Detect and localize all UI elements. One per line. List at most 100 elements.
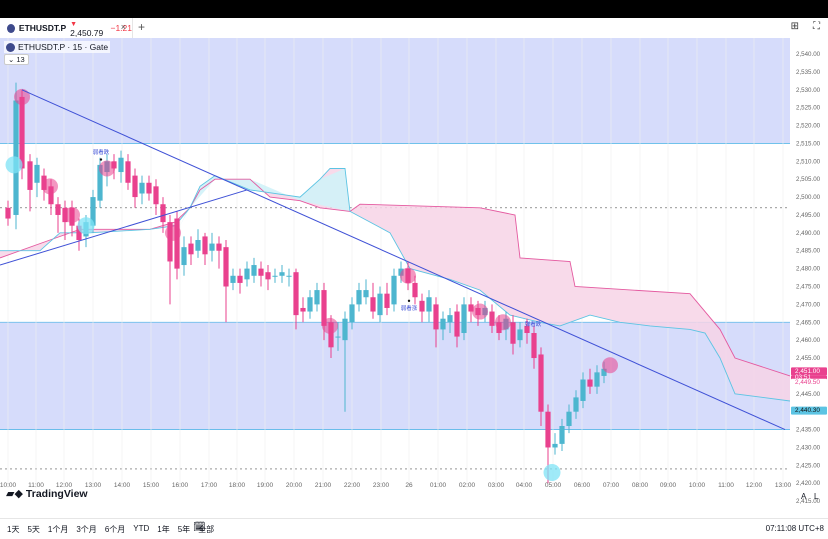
- period-button[interactable]: 1天: [7, 525, 20, 534]
- sell-signal-marker: [64, 206, 80, 223]
- log-scale-button[interactable]: L: [814, 492, 819, 501]
- sell-signal-marker: [165, 224, 181, 241]
- period-button[interactable]: 1年: [157, 525, 170, 534]
- signal-label: 弹看跌: [525, 320, 542, 328]
- candle-body: [118, 157, 124, 173]
- price-tick: 2,505.00: [796, 176, 821, 183]
- calendar-icon[interactable]: 🗓: [193, 522, 206, 533]
- candle-body: [258, 268, 264, 276]
- period-button[interactable]: 1个月: [47, 525, 69, 534]
- time-tick: 02:00: [459, 482, 476, 489]
- period-button[interactable]: 5天: [27, 525, 40, 534]
- price-tick: 2,435.00: [796, 427, 821, 434]
- indicator-count-badge[interactable]: ⌄ 13: [4, 54, 29, 65]
- signal-dot: [407, 299, 411, 303]
- candle-body: [538, 354, 544, 412]
- candle-body: [167, 222, 173, 262]
- signal-dot: [99, 158, 103, 161]
- time-tick: 22:00: [344, 482, 361, 489]
- candle-body: [454, 311, 460, 337]
- secondary-price-label-text: 2,449.50: [795, 379, 820, 386]
- candle-body: [146, 182, 152, 194]
- time-tick: 18:00: [229, 482, 246, 489]
- countdown-label-text: 03:51: [795, 374, 811, 381]
- period-button[interactable]: 3个月: [76, 525, 97, 534]
- sell-signal-marker: [14, 88, 30, 105]
- bottom-toolbar: 1天 5天 1个月 3个月 6个月 YTD 1年 5年 全部 🗓 07:11:08 UTC+8: [0, 518, 828, 539]
- tab-price: ▼ 2,450.79: [70, 18, 107, 38]
- candle-body: [195, 240, 201, 251]
- tab-arrow-icon: ▼: [70, 21, 78, 28]
- descending-trendline: [21, 89, 786, 431]
- close-tab-icon[interactable]: ×: [120, 22, 126, 32]
- tradingview-logo: ▰◆ TradingView: [6, 487, 88, 501]
- candle-body: [440, 318, 446, 330]
- candle-body: [19, 96, 25, 169]
- price-axis[interactable]: 2,540.00 2,535.00 2,530.00 2,525.00 2,520.00…: [790, 38, 828, 505]
- candle-body: [559, 426, 565, 444]
- period-button[interactable]: 5年: [177, 525, 191, 534]
- time-tick: 10:00: [689, 482, 706, 489]
- candle-body: [524, 325, 530, 334]
- period-button[interactable]: YTD: [133, 524, 150, 533]
- auto-scale-button[interactable]: A: [801, 492, 807, 501]
- current-price-label: [791, 367, 827, 376]
- time-tick: 16:00: [172, 482, 189, 489]
- candle-body: [587, 379, 593, 387]
- price-tick: 2,425.00: [796, 462, 821, 469]
- price-tick: 2,530.00: [796, 87, 821, 94]
- symbol-tab[interactable]: ETHUSDT.P ▼ 2,450.79 −1.21 ×: [0, 18, 133, 38]
- candle-body: [286, 275, 292, 277]
- candle-body: [321, 290, 327, 326]
- price-tick: 2,480.00: [796, 266, 821, 273]
- buy-signal-marker: [77, 217, 95, 235]
- period-buttons: 1天 5天 1个月 3个月 6个月 YTD 1年 5年 全部: [7, 524, 214, 535]
- period-button[interactable]: 6个月: [104, 525, 126, 534]
- price-tick: 2,415.00: [796, 498, 821, 505]
- candle-body: [489, 311, 495, 326]
- buy-signal-marker: [543, 464, 561, 482]
- candle-body: [517, 329, 523, 341]
- trendlines[interactable]: [0, 89, 786, 431]
- time-tick: 09:00: [660, 482, 677, 489]
- eth-coin-icon: [7, 23, 15, 33]
- price-tick: 2,495.00: [796, 212, 821, 219]
- candle-body: [356, 290, 362, 305]
- add-tab-icon[interactable]: +: [138, 20, 146, 34]
- candlesticks: [5, 82, 607, 484]
- time-tick: 17:00: [201, 482, 218, 489]
- price-tick: 2,445.00: [796, 391, 821, 398]
- price-tick: 2,460.00: [796, 337, 821, 344]
- price-tick: 2,535.00: [796, 69, 821, 76]
- tab-bar: ETHUSDT.P ▼ 2,450.79 −1.21 × + ⊞ ⛶: [0, 18, 828, 39]
- time-tick: 03:00: [488, 482, 505, 489]
- candle-body: [230, 275, 236, 283]
- candle-body: [209, 243, 215, 251]
- price-tick: 2,485.00: [796, 248, 821, 255]
- candle-body: [27, 161, 33, 190]
- time-axis[interactable]: 10:00 11:00 12:00 13:00 14:00 15:00 16:00 17:00…: [0, 479, 828, 491]
- chart-legend[interactable]: ETHUSDT.P · 15 · Gate: [4, 41, 111, 53]
- period-button[interactable]: 全部: [198, 525, 215, 534]
- price-tick: 2,510.00: [796, 158, 821, 165]
- layout-icon[interactable]: ⊞: [790, 21, 799, 32]
- candle-body: [531, 333, 537, 359]
- price-tick: 2,540.00: [796, 51, 821, 58]
- time-tick: 07:00: [603, 482, 620, 489]
- sell-signal-marker: [322, 317, 338, 334]
- candle-body: [363, 290, 369, 298]
- tab-price-value: 2,450.79: [70, 28, 104, 38]
- price-tick: 2,515.00: [796, 140, 821, 147]
- candle-body: [97, 164, 103, 201]
- candle-body: [174, 218, 180, 269]
- time-tick: 12:00: [746, 482, 763, 489]
- candle-body: [384, 293, 390, 308]
- price-tick: 2,525.00: [796, 105, 821, 112]
- price-tick: 2,475.00: [796, 284, 821, 291]
- time-tick: 23:00: [373, 482, 390, 489]
- candle-body: [419, 300, 425, 312]
- supply-demand-zones: [0, 38, 790, 470]
- time-tick: 19:00: [257, 482, 274, 489]
- fullscreen-icon[interactable]: ⛶: [813, 21, 820, 32]
